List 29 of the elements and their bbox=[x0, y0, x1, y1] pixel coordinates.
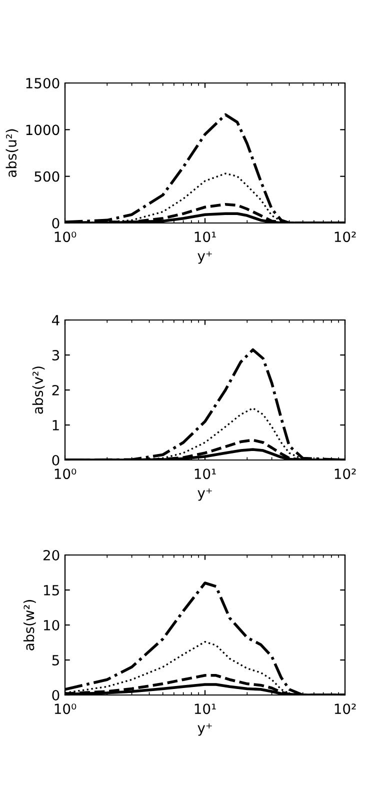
y-tick-label: 1 bbox=[52, 420, 59, 430]
x-tick-label: 10¹ bbox=[194, 468, 216, 480]
y-tick-label: 500 bbox=[34, 171, 60, 182]
y-tick-label: 1000 bbox=[26, 124, 60, 136]
y-axis-title: abs(u²) bbox=[6, 129, 18, 178]
y-tick-label: 0 bbox=[52, 690, 60, 700]
x-tick-label: 10¹ bbox=[194, 704, 216, 714]
x-axis-title: y⁺ bbox=[198, 251, 212, 264]
x-axis-title: y⁺ bbox=[198, 488, 212, 501]
y-tick-label: 0 bbox=[52, 454, 60, 466]
x-tick-label: 10⁰ bbox=[54, 468, 76, 480]
y-tick-label: 15 bbox=[44, 585, 59, 596]
x-tick-label: 10⁰ bbox=[54, 232, 76, 242]
x-tick-label: 10⁰ bbox=[54, 704, 76, 714]
y-axis-title: abs(v²) bbox=[32, 366, 45, 414]
x-tick-label: 10² bbox=[334, 704, 356, 714]
y-axis-title: abs(w²) bbox=[23, 600, 36, 650]
y-tick-label: 20 bbox=[43, 550, 60, 560]
x-tick-label: 10² bbox=[334, 232, 356, 242]
y-tick-label: 4 bbox=[52, 315, 60, 326]
y-tick-label: 0 bbox=[52, 218, 60, 228]
y-tick-label: 3 bbox=[52, 350, 60, 360]
y-tick-label: 2 bbox=[52, 384, 59, 396]
y-tick-label: 1500 bbox=[26, 78, 60, 88]
x-tick-label: 10² bbox=[334, 468, 356, 480]
x-axis-title: y⁺ bbox=[198, 723, 212, 736]
y-tick-label: 10 bbox=[44, 620, 60, 630]
y-tick-label: 5 bbox=[52, 655, 59, 666]
x-tick-label: 10¹ bbox=[194, 232, 216, 242]
